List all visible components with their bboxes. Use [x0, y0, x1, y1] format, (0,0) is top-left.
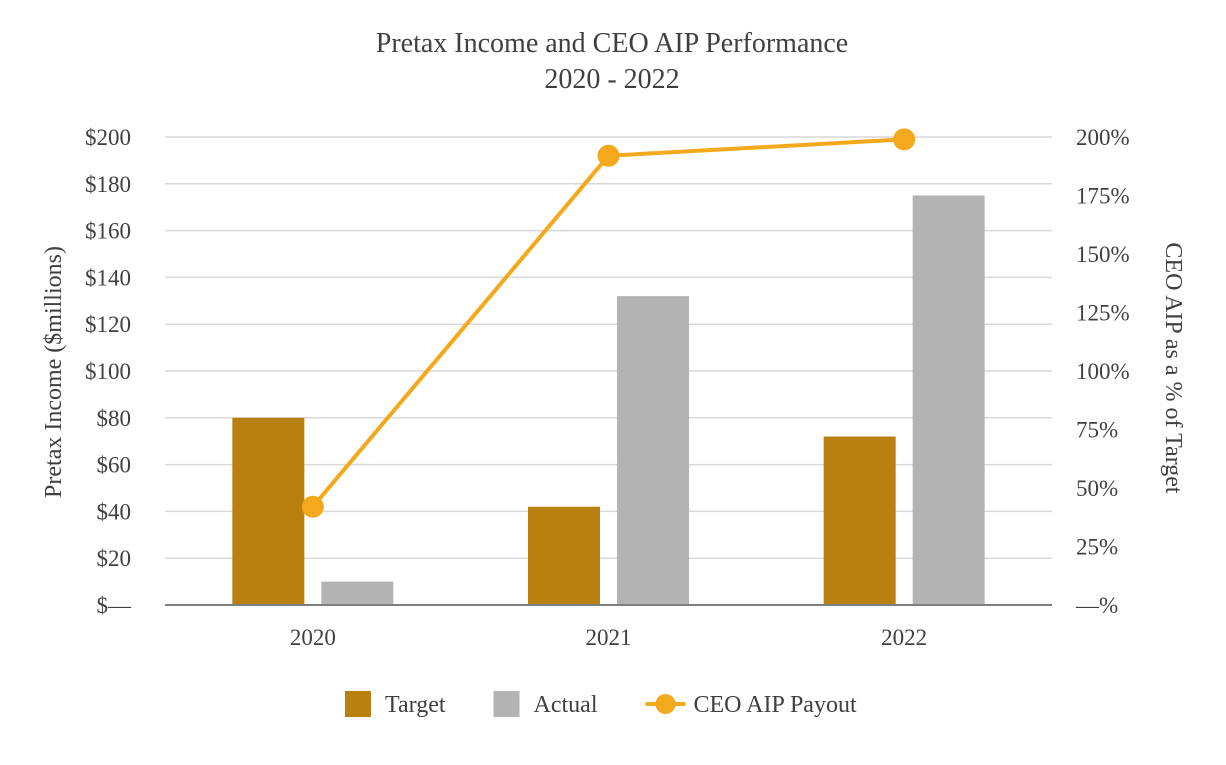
y-tick-label-left: $180: [85, 172, 131, 197]
legend-label-target: Target: [385, 692, 446, 718]
payout-line: [311, 137, 905, 509]
y-tick-label-left: $80: [97, 406, 132, 431]
y-tick-label-right: 25%: [1076, 535, 1118, 560]
chart-title: Pretax Income and CEO AIP Performance: [376, 28, 849, 59]
bars: [232, 195, 985, 605]
legend: Target Actual CEO AIP Payout: [345, 691, 857, 718]
y-tick-label-left: $120: [85, 312, 131, 337]
y-tick-label-right: 75%: [1076, 418, 1118, 443]
y-tick-label-right: 175%: [1076, 184, 1130, 209]
bar-target-2021: [528, 506, 600, 605]
y-tick-label-right: 50%: [1076, 476, 1118, 501]
y-axis-label-right: CEO AIP as a % of Target: [1160, 242, 1186, 494]
y-tick-label-right: 200%: [1076, 125, 1130, 150]
y-tick-label-right: 100%: [1076, 359, 1130, 384]
payout-point-2022: [893, 128, 916, 151]
bar-target-2022: [823, 436, 896, 605]
y-tick-label-right: —%: [1075, 593, 1118, 618]
x-tick-label: 2020: [290, 625, 336, 650]
y-tick-label-left: $60: [97, 453, 132, 478]
y-axis-label-left: Pretax Income ($millions): [41, 246, 67, 498]
payout-point-2021: [597, 144, 620, 167]
y-tick-label-left: $40: [97, 499, 132, 524]
legend-label-actual: Actual: [534, 692, 598, 718]
legend-label-ceo-aip-payout: CEO AIP Payout: [694, 692, 857, 718]
bar-actual-2022: [912, 195, 985, 605]
payout-line-group: [301, 128, 916, 518]
payout-point-2020: [301, 495, 324, 518]
y-tick-label-left: $160: [85, 219, 131, 244]
legend-swatch-marker-ceo-aip-payout: [655, 694, 676, 714]
bar-actual-2021: [617, 296, 689, 605]
y-tick-label-right: 125%: [1076, 301, 1130, 326]
legend-swatch-actual: [493, 691, 520, 717]
x-tick-label: 2022: [881, 625, 927, 650]
y-tick-label-left: $100: [85, 359, 131, 384]
bar-actual-2020: [321, 581, 394, 605]
chart-subtitle: 2020 - 2022: [544, 64, 679, 95]
x-tick-label: 2021: [586, 625, 632, 650]
y-tick-label-left: $20: [97, 546, 132, 571]
legend-swatch-target: [345, 691, 371, 717]
y-tick-label-left: $140: [85, 265, 131, 290]
bar-target-2020: [232, 417, 305, 605]
y-tick-label-left: $—: [97, 593, 133, 618]
y-tick-label-left: $200: [85, 125, 131, 150]
tick-labels: $— $20 $40 $60 $80 $100 $120 $140 $160 $180 $200 —%…: [85, 125, 1130, 650]
y-tick-label-right: 150%: [1076, 242, 1130, 267]
